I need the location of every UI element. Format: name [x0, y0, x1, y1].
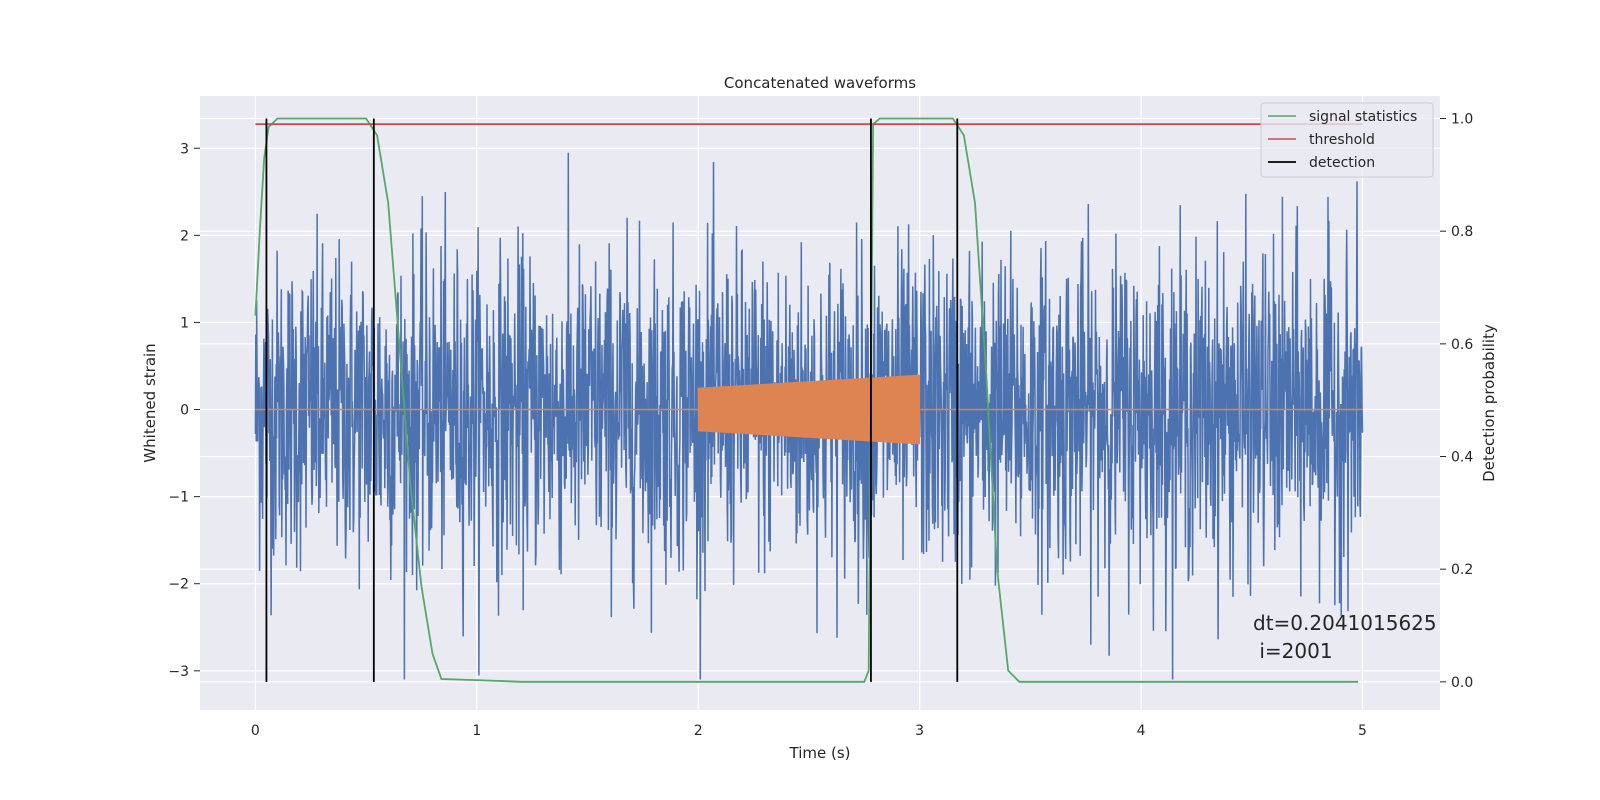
- y2-tick-label: 1.0: [1451, 112, 1473, 128]
- y2-axis-label: Detection probability: [1480, 324, 1498, 482]
- y2-tick-label: 0.2: [1451, 562, 1473, 578]
- y-tick-label: −1: [168, 490, 189, 506]
- chart-title: Concatenated waveforms: [724, 74, 916, 92]
- legend-label-detection: detection: [1309, 155, 1375, 171]
- legend-label-threshold: threshold: [1309, 132, 1375, 148]
- y-tick-labels: −3 −2 −1 0 1 2 3: [168, 141, 189, 680]
- legend-label-signal-statistics: signal statistics: [1309, 109, 1417, 125]
- y2-tick-labels: 0.0 0.2 0.4 0.6 0.8 1.0: [1451, 112, 1473, 691]
- y-tick-label: 3: [180, 141, 189, 157]
- y-tick-label: 0: [180, 403, 189, 419]
- x-tick-labels: 0 1 2 3 4 5: [251, 723, 1367, 739]
- x-tick-label: 4: [1137, 723, 1146, 739]
- annotation-i: i=2001: [1253, 639, 1333, 663]
- series-signal-statistics: [254, 117, 1359, 683]
- y-tick-label: −3: [168, 664, 189, 680]
- y2-tick-label: 0.4: [1451, 450, 1473, 466]
- x-tick-label: 0: [251, 723, 260, 739]
- x-tick-label: 2: [694, 723, 703, 739]
- series-layer: [254, 117, 1364, 683]
- x-axis-label: Time (s): [789, 744, 851, 762]
- y2-tick-label: 0.0: [1451, 675, 1473, 691]
- x-tick-label: 3: [915, 723, 924, 739]
- y2-tick-label: 0.8: [1451, 224, 1473, 240]
- y-tick-label: 2: [180, 228, 189, 244]
- y-tick-label: 1: [180, 315, 189, 331]
- x-tick-label: 5: [1358, 723, 1367, 739]
- series-injected-chirp: [697, 374, 921, 445]
- x-tick-label: 1: [472, 723, 481, 739]
- annotation-dt: dt=0.2041015625: [1253, 611, 1437, 635]
- y-tick-label: −2: [168, 577, 189, 593]
- y2-tick-label: 0.6: [1451, 337, 1473, 353]
- legend: signal statistics threshold detection: [1260, 102, 1434, 178]
- y-axis-label: Whitened strain: [141, 343, 159, 462]
- legend-box: [1260, 102, 1434, 178]
